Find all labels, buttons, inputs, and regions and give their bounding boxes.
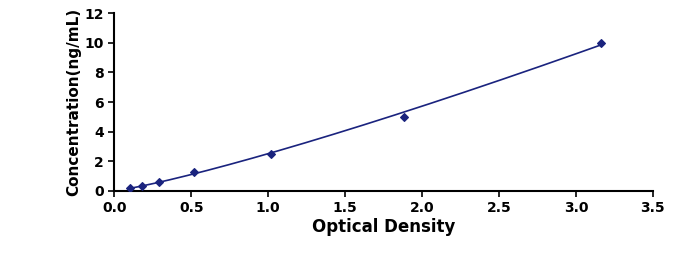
X-axis label: Optical Density: Optical Density — [312, 218, 456, 236]
Y-axis label: Concentration(ng/mL): Concentration(ng/mL) — [67, 8, 81, 196]
